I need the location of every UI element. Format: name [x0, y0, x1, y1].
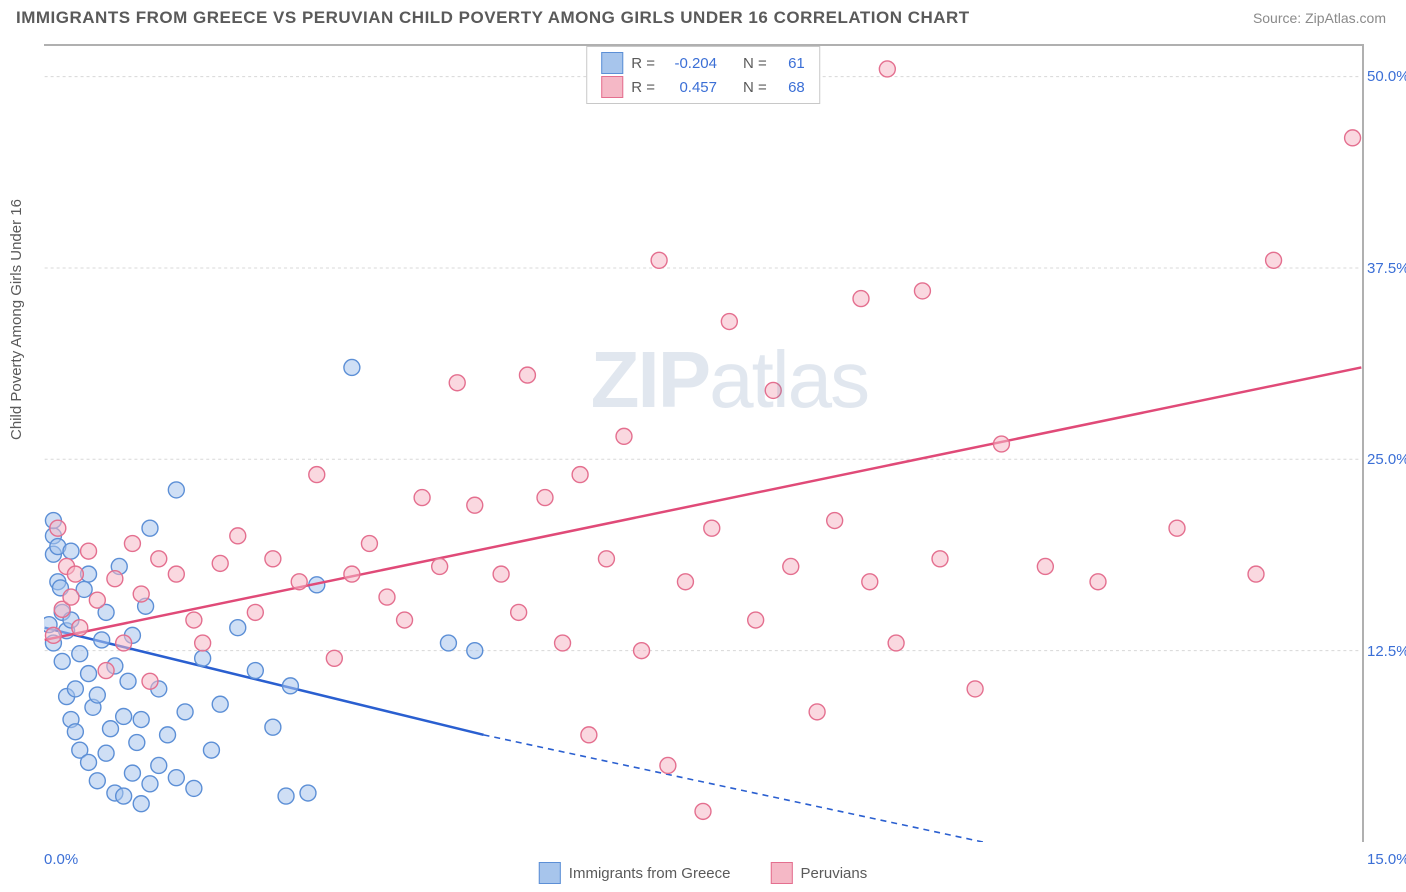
legend-series-name: Peruvians	[801, 865, 868, 882]
r-label: R =	[631, 55, 655, 72]
r-value: 0.457	[663, 79, 717, 96]
legend-item: Immigrants from Greece	[539, 862, 731, 884]
series-legend: Immigrants from Greece Peruvians	[539, 862, 867, 884]
y-tick-label: 50.0%	[1367, 68, 1406, 85]
scatter-plot-svg	[44, 46, 1362, 842]
y-axis-label: Child Poverty Among Girls Under 16	[8, 199, 25, 440]
legend-swatch	[601, 76, 623, 98]
r-label: R =	[631, 79, 655, 96]
legend-stat-row: R = 0.457 N = 68	[601, 75, 805, 99]
n-label: N =	[743, 55, 767, 72]
legend-stat-row: R = -0.204 N = 61	[601, 51, 805, 75]
x-tick-min: 0.0%	[44, 851, 78, 868]
legend-swatch	[539, 862, 561, 884]
chart-plot-area: ZIPatlas 0.0% 15.0% 12.5%25.0%37.5%50.0%	[44, 44, 1364, 842]
n-value: 68	[775, 79, 805, 96]
x-tick-max: 15.0%	[1367, 851, 1406, 868]
n-label: N =	[743, 79, 767, 96]
n-value: 61	[775, 55, 805, 72]
legend-item: Peruvians	[771, 862, 868, 884]
y-tick-label: 25.0%	[1367, 451, 1406, 468]
legend-series-name: Immigrants from Greece	[569, 865, 731, 882]
correlation-legend: R = -0.204 N = 61 R = 0.457 N = 68	[586, 46, 820, 104]
legend-swatch	[601, 52, 623, 74]
y-tick-label: 12.5%	[1367, 643, 1406, 660]
chart-title: IMMIGRANTS FROM GREECE VS PERUVIAN CHILD…	[16, 8, 970, 28]
y-tick-label: 37.5%	[1367, 260, 1406, 277]
r-value: -0.204	[663, 55, 717, 72]
source-label: Source: ZipAtlas.com	[1253, 10, 1386, 26]
legend-swatch	[771, 862, 793, 884]
